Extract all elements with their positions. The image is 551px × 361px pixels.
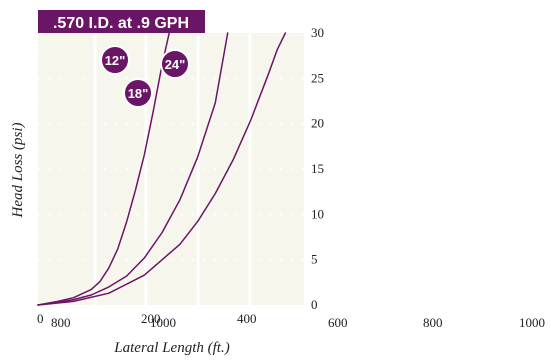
x-tick-label: 800 [423, 315, 443, 330]
y-axis-ticks: 0 5 10 15 20 25 30 [311, 25, 324, 312]
y-axis-label: Head Loss (psi) [10, 122, 26, 218]
y-tick-label: 20 [311, 116, 324, 131]
y-tick-label: 30 [311, 25, 324, 40]
series-line-2 [37, 32, 229, 306]
series-labels: 12" 18" 24" [100, 45, 190, 108]
x-tick-label: 400 [237, 311, 257, 326]
series-label-badge [160, 49, 190, 79]
series-label-badge [100, 45, 130, 75]
chart-title: .570 I.D. at .9 GPH [53, 15, 189, 32]
series-label-text: 12" [105, 53, 126, 68]
series-label-text: 24" [165, 57, 186, 72]
y-tick-label: 5 [311, 252, 318, 267]
chart-title-background [38, 10, 205, 33]
y-tick-label: 10 [311, 206, 324, 221]
y-tick-label: 25 [311, 70, 324, 85]
x-tick-label: 1000 [519, 315, 545, 330]
series-label-text: 18" [128, 86, 149, 101]
series-line-1 [37, 32, 170, 306]
series-label-badge [123, 78, 153, 108]
x-tick-label: 600 [328, 315, 348, 330]
x-axis-ticks: 0 200 400 800 1000 600 800 1000 [37, 311, 545, 330]
x-tick-label: 1000 [150, 315, 176, 330]
x-tick-label: 800 [51, 315, 71, 330]
grid-lines [38, 33, 304, 305]
y-tick-label: 0 [311, 297, 318, 312]
y-tick-label: 15 [311, 161, 324, 176]
x-tick-label: 0 [37, 311, 44, 326]
x-axis-label: Lateral Length (ft.) [113, 340, 229, 356]
series-lines [37, 32, 287, 306]
series-line-3 [37, 32, 287, 306]
x-tick-label: 200 [141, 311, 161, 326]
